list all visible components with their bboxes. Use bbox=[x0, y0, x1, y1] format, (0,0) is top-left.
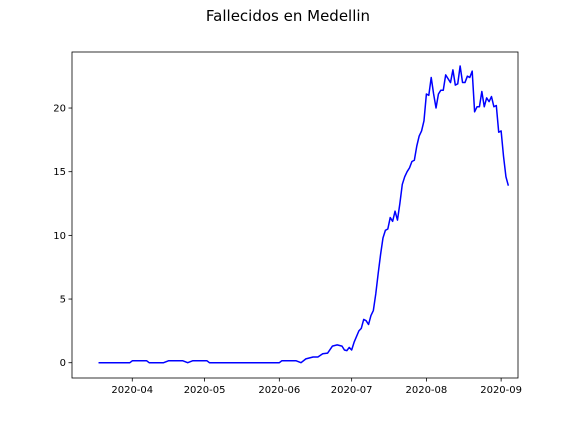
series-group bbox=[98, 65, 510, 364]
y-tick-label: 15 bbox=[53, 167, 66, 178]
x-tick-label: 2020-05 bbox=[184, 385, 226, 396]
y-tick-label: 0 bbox=[60, 358, 66, 369]
x-tick-label: 2020-09 bbox=[480, 385, 522, 396]
y-tick-label: 10 bbox=[53, 231, 66, 242]
x-tick-label: 2020-04 bbox=[111, 385, 153, 396]
chart-title: Fallecidos en Medellin bbox=[206, 7, 370, 25]
axis-ticks: 2020-04 2020-05 2020-06 2020-07 2020-08 2020-… bbox=[53, 104, 522, 396]
plot-area-frame bbox=[71, 51, 519, 379]
x-tick-label: 2020-07 bbox=[331, 385, 373, 396]
series-line bbox=[98, 65, 510, 364]
y-tick-label: 5 bbox=[60, 295, 66, 306]
x-tick-label: 2020-06 bbox=[258, 385, 300, 396]
y-tick-label: 20 bbox=[53, 104, 66, 115]
x-tick-label: 2020-08 bbox=[405, 385, 447, 396]
